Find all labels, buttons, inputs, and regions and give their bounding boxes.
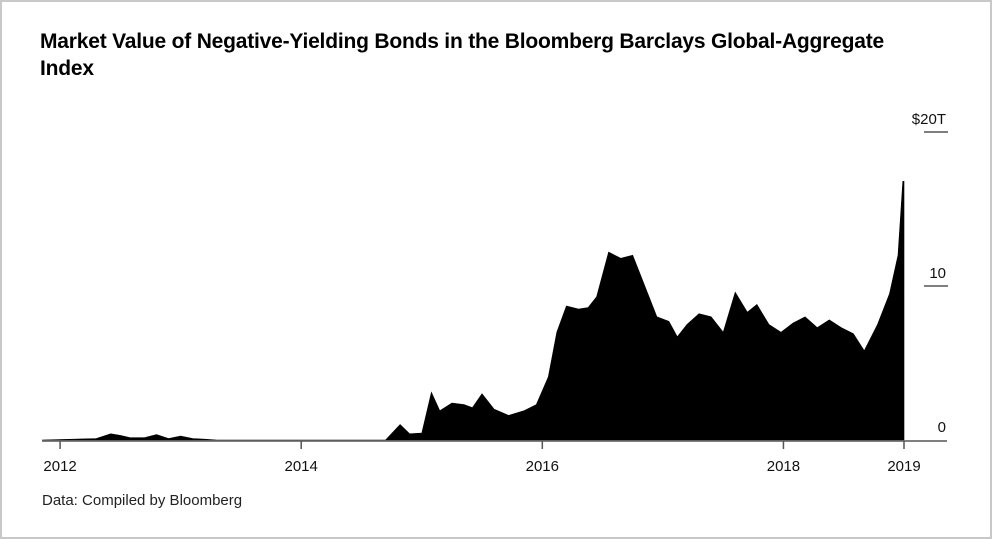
x-tick-label: 2016 bbox=[526, 458, 559, 475]
chart-title: Market Value of Negative-Yielding Bonds … bbox=[40, 30, 884, 80]
x-tick-label: 2014 bbox=[285, 458, 318, 475]
chart-source: Data: Compiled by Bloomberg bbox=[42, 492, 243, 509]
area-series-0 bbox=[41, 181, 905, 441]
x-tick-label: 2012 bbox=[43, 458, 76, 475]
y-tick-label: $20T bbox=[912, 111, 946, 128]
y-tick-label: 0 bbox=[938, 419, 946, 436]
y-tick-label: 10 bbox=[929, 265, 946, 282]
x-tick-label: 2019 bbox=[887, 458, 920, 475]
x-tick-label: 2018 bbox=[767, 458, 800, 475]
